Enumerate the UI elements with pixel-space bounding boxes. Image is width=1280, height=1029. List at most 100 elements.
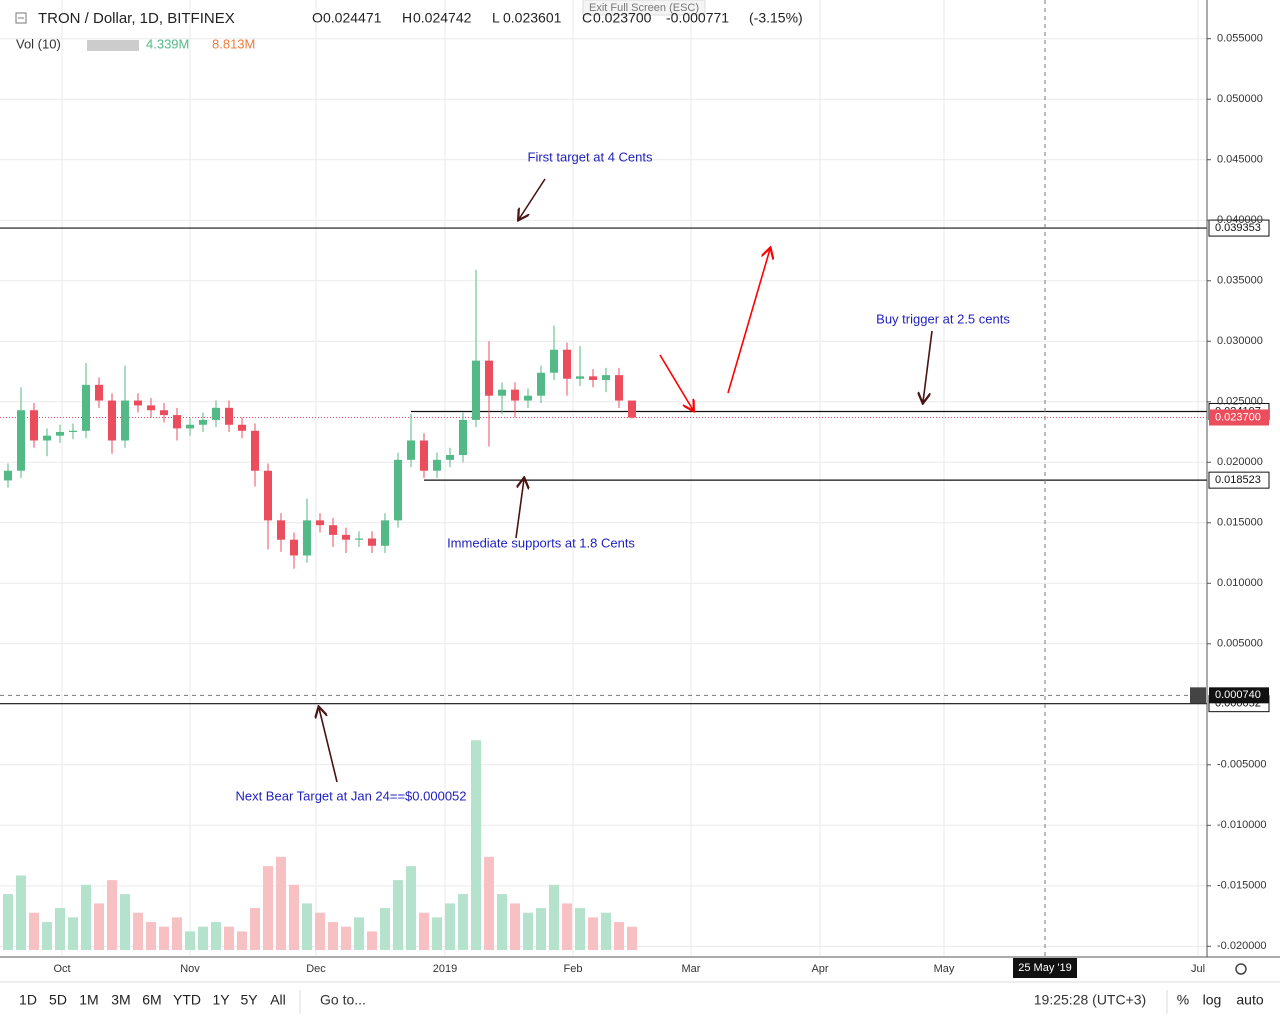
volume-bar	[55, 908, 65, 950]
crosshair-label: 0.000740	[1215, 689, 1261, 701]
volume-bar	[3, 894, 13, 950]
annotations: First target at 4 Cents Buy trigger at 2…	[235, 149, 1010, 803]
candle-body	[277, 520, 285, 540]
candle-body	[303, 520, 311, 556]
scale-option[interactable]: %	[1177, 992, 1189, 1008]
volume-bar	[16, 875, 26, 950]
candle-body	[589, 376, 597, 380]
volume-bar	[536, 908, 546, 950]
range-button[interactable]: 3M	[111, 992, 130, 1008]
volume-bar	[211, 922, 221, 950]
candle-body	[186, 424, 194, 429]
volume-bar	[172, 917, 182, 950]
y-tick-label: 0.055000	[1217, 33, 1263, 45]
candle-body	[446, 455, 454, 460]
scale-option[interactable]: auto	[1236, 992, 1263, 1008]
candle-body	[485, 360, 493, 396]
candle-body	[342, 534, 350, 540]
candle-body	[173, 415, 181, 429]
ohlc-label: C	[582, 10, 592, 26]
indicator-icons[interactable]	[87, 40, 139, 51]
goto-button[interactable]: Go to...	[320, 992, 366, 1008]
volume-bar	[419, 912, 429, 950]
volume-bar	[81, 884, 91, 950]
y-tick-label: 0.035000	[1217, 275, 1263, 287]
candle-body	[134, 400, 142, 406]
annotation: Immediate supports at 1.8 Cents	[447, 535, 635, 550]
volume-bar	[601, 912, 611, 950]
ohlc-value: 0.024742	[413, 10, 472, 26]
candle-body	[147, 405, 155, 411]
level-badge	[1208, 219, 1270, 237]
arrows	[319, 178, 933, 783]
volume-bar	[549, 884, 559, 950]
candle-body	[108, 400, 116, 441]
range-button[interactable]: 5Y	[240, 992, 258, 1008]
range-button[interactable]: 1Y	[212, 992, 230, 1008]
arrow	[515, 479, 524, 539]
range-button[interactable]: 1D	[19, 992, 37, 1008]
candle-body	[212, 407, 220, 420]
candle-body	[524, 395, 532, 401]
volume-bar	[107, 880, 117, 950]
candle-body	[537, 372, 545, 396]
volume-bar	[588, 917, 598, 950]
symbol-title[interactable]: TRON / Dollar, 1D, BITFINEX	[38, 10, 235, 27]
volume-bar	[458, 894, 468, 950]
volume-bar	[68, 917, 78, 950]
volume-bar	[250, 908, 260, 950]
volume-title[interactable]: Vol (10)	[16, 36, 61, 51]
volume-bar	[575, 908, 585, 950]
volume-bar	[94, 903, 104, 950]
y-tick-label: 0.050000	[1217, 93, 1263, 105]
settings-icon[interactable]	[1235, 963, 1247, 975]
arrow	[923, 330, 933, 402]
range-button[interactable]: All	[270, 992, 286, 1008]
candle-body	[199, 419, 207, 425]
volume-bar	[627, 926, 637, 950]
candle-body	[17, 410, 25, 471]
volume	[3, 740, 637, 950]
annotation: Buy trigger at 2.5 cents	[876, 311, 1010, 326]
ohlc-label: L	[492, 10, 500, 26]
crosshair-plus[interactable]	[1190, 687, 1206, 704]
y-tick-label: -0.005000	[1217, 759, 1267, 771]
volume-bar	[497, 894, 507, 950]
volume-bar	[393, 880, 403, 950]
range-button[interactable]: 5D	[49, 992, 67, 1008]
time-axis: Oct Nov Dec 2019 Feb Mar Apr May Jul	[53, 963, 1205, 975]
candle-body	[563, 349, 571, 379]
volume-value: 4.339M	[146, 36, 189, 51]
candle-body	[511, 389, 519, 401]
volume-bar	[42, 922, 52, 950]
ohlc-value: 0.024471	[323, 10, 382, 26]
fullscreen-hint[interactable]: Exit Full Screen (ESC)	[589, 2, 699, 14]
range-button[interactable]: YTD	[173, 992, 201, 1008]
y-tick-label: -0.015000	[1217, 880, 1267, 892]
candle-body	[550, 349, 558, 373]
x-tick-label: Nov	[180, 963, 200, 975]
y-tick-label: 0.005000	[1217, 638, 1263, 650]
candle-body	[615, 375, 623, 401]
volume-bar	[380, 908, 390, 950]
crosshair-date-badge	[1013, 958, 1077, 978]
range-button[interactable]: 6M	[142, 992, 161, 1008]
volume-bar	[159, 926, 169, 950]
ohlc: O 0.024471 H 0.024742 L 0.023601 C 0.023700 -0.0…	[312, 10, 803, 26]
candle-body	[368, 538, 376, 546]
x-tick-label: Oct	[53, 963, 70, 975]
candle-body	[121, 400, 129, 441]
y-tick-label: -0.020000	[1217, 940, 1267, 952]
candle-body	[251, 430, 259, 471]
candle-body	[394, 459, 402, 521]
range-button[interactable]: 1M	[79, 992, 98, 1008]
candle-body	[498, 389, 506, 396]
fullscreen-hint-box[interactable]	[582, 0, 706, 16]
candle-body	[95, 384, 103, 401]
volume-bar	[523, 912, 533, 950]
x-tick-label: Feb	[564, 963, 583, 975]
candle-body	[82, 384, 90, 431]
volume-bar	[185, 931, 195, 950]
collapse-icon[interactable]	[15, 12, 27, 24]
scale-option[interactable]: log	[1203, 992, 1222, 1008]
